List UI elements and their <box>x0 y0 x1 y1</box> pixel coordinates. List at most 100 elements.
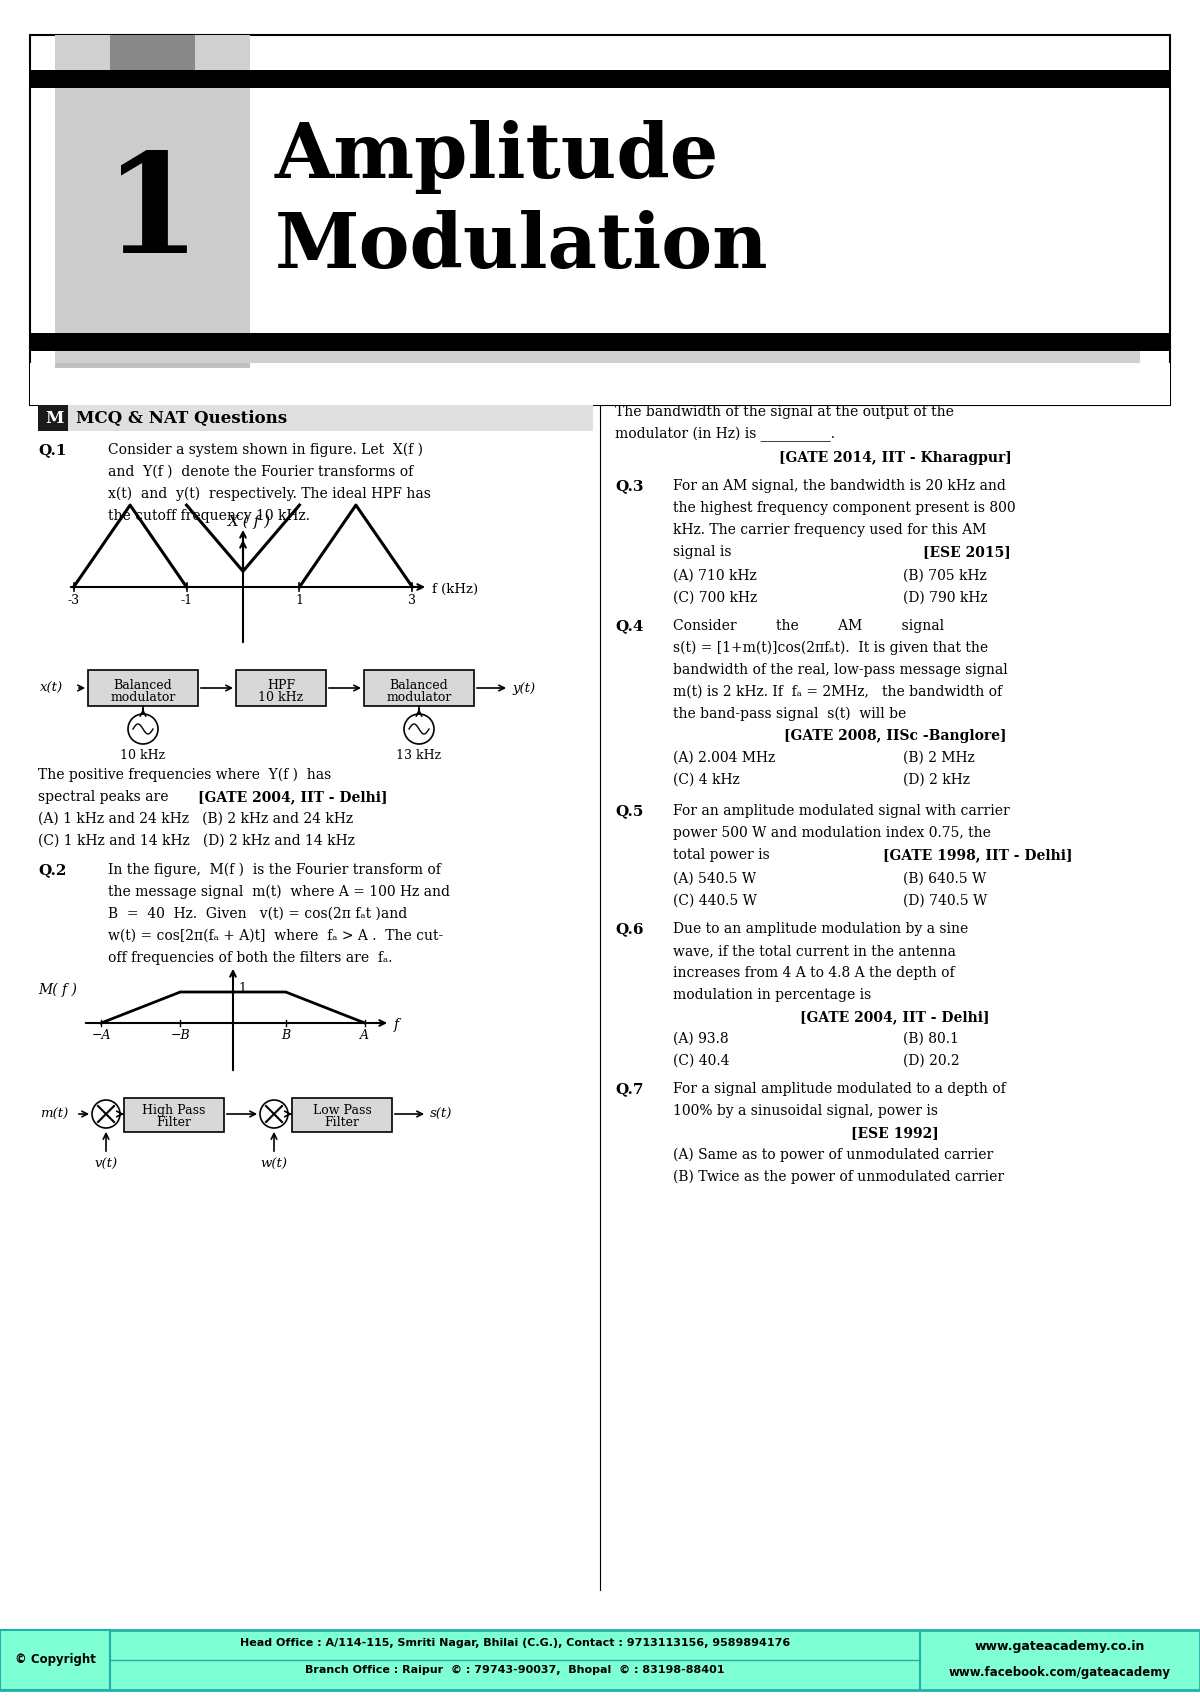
Text: (C) 40.4: (C) 40.4 <box>673 1054 730 1068</box>
Text: -1: -1 <box>180 594 193 606</box>
Bar <box>110 36 194 70</box>
Text: wave, if the total current in the antenna: wave, if the total current in the antenn… <box>673 944 956 958</box>
Text: [GATE 2004, IIT - Delhi]: [GATE 2004, IIT - Delhi] <box>198 790 388 803</box>
Text: bandwidth of the real, low-pass message signal: bandwidth of the real, low-pass message … <box>673 662 1008 678</box>
Text: For an AM signal, the bandwidth is 20 kHz and: For an AM signal, the bandwidth is 20 kH… <box>673 479 1006 492</box>
Text: off frequencies of both the filters are  fₐ.: off frequencies of both the filters are … <box>108 951 392 964</box>
Text: Balanced: Balanced <box>114 679 173 693</box>
Text: © Copyright: © Copyright <box>14 1654 96 1666</box>
Bar <box>292 1099 392 1133</box>
Text: 10 kHz: 10 kHz <box>258 691 304 705</box>
Text: Filter: Filter <box>324 1116 360 1129</box>
Text: A: A <box>360 1029 370 1043</box>
Text: (D) 2 kHz: (D) 2 kHz <box>904 773 970 786</box>
Text: M( f ): M( f ) <box>38 983 77 997</box>
Text: Consider         the         AM         signal: Consider the AM signal <box>673 620 944 633</box>
Text: s(t) = [1+m(t)]cos(2πfₐt).  It is given that the: s(t) = [1+m(t)]cos(2πfₐt). It is given t… <box>673 642 988 655</box>
Text: Q.7: Q.7 <box>616 1082 643 1095</box>
Text: High Pass: High Pass <box>143 1104 205 1117</box>
Text: (B) 2 MHz: (B) 2 MHz <box>904 751 974 766</box>
Text: (A) 540.5 W: (A) 540.5 W <box>673 873 756 886</box>
Text: the highest frequency component present is 800: the highest frequency component present … <box>673 501 1015 514</box>
Text: w(t) = cos[2π(fₐ + A)t]  where  fₐ > A .  The cut-: w(t) = cos[2π(fₐ + A)t] where fₐ > A . T… <box>108 929 443 942</box>
Text: (C) 1 kHz and 14 kHz   (D) 2 kHz and 14 kHz: (C) 1 kHz and 14 kHz (D) 2 kHz and 14 kH… <box>38 834 355 847</box>
Circle shape <box>92 1100 120 1127</box>
Text: The bandwidth of the signal at the output of the: The bandwidth of the signal at the outpu… <box>616 406 954 419</box>
Text: (B) 640.5 W: (B) 640.5 W <box>904 873 986 886</box>
Bar <box>30 333 1170 351</box>
Bar <box>124 1099 224 1133</box>
Text: (A) Same as to power of unmodulated carrier: (A) Same as to power of unmodulated carr… <box>673 1148 994 1163</box>
Bar <box>364 671 474 706</box>
Bar <box>55 351 1140 363</box>
Text: spectral peaks are: spectral peaks are <box>38 790 168 803</box>
Text: modulation in percentage is: modulation in percentage is <box>673 988 871 1002</box>
Text: www.facebook.com/gateacademy: www.facebook.com/gateacademy <box>949 1666 1171 1679</box>
Text: B: B <box>281 1029 290 1043</box>
Bar <box>30 363 1170 406</box>
Bar <box>38 406 593 431</box>
Circle shape <box>128 713 158 744</box>
Text: y(t): y(t) <box>512 681 535 694</box>
Text: Q.2: Q.2 <box>38 863 66 876</box>
Text: 3: 3 <box>408 594 416 606</box>
Text: x(t)  and  y(t)  respectively. The ideal HPF has: x(t) and y(t) respectively. The ideal HP… <box>108 487 431 501</box>
Text: (A) 93.8: (A) 93.8 <box>673 1032 728 1046</box>
Text: [GATE 2004, IIT - Delhi]: [GATE 2004, IIT - Delhi] <box>800 1010 990 1024</box>
Text: f (kHz): f (kHz) <box>432 582 478 596</box>
Text: (C) 440.5 W: (C) 440.5 W <box>673 895 757 908</box>
Text: kHz. The carrier frequency used for this AM: kHz. The carrier frequency used for this… <box>673 523 986 537</box>
Text: The positive frequencies where  Y(f )  has: The positive frequencies where Y(f ) has <box>38 767 331 783</box>
Text: (C) 4 kHz: (C) 4 kHz <box>673 773 739 786</box>
Text: Balanced: Balanced <box>390 679 449 693</box>
Bar <box>55 88 250 333</box>
Bar <box>0 1630 110 1690</box>
Text: modulator: modulator <box>110 691 175 705</box>
Text: modulator (in Hz) is __________.: modulator (in Hz) is __________. <box>616 426 835 441</box>
Text: (D) 790 kHz: (D) 790 kHz <box>904 591 988 604</box>
Text: Low Pass: Low Pass <box>313 1104 371 1117</box>
Text: (C) 700 kHz: (C) 700 kHz <box>673 591 757 604</box>
Bar <box>88 671 198 706</box>
Circle shape <box>260 1100 288 1127</box>
Text: Modulation: Modulation <box>275 211 769 284</box>
Text: (A) 1 kHz and 24 kHz   (B) 2 kHz and 24 kHz: (A) 1 kHz and 24 kHz (B) 2 kHz and 24 kH… <box>38 812 353 825</box>
Text: v(t): v(t) <box>95 1158 118 1172</box>
Text: the cutoff frequency 10 kHz.: the cutoff frequency 10 kHz. <box>108 509 310 523</box>
Text: power 500 W and modulation index 0.75, the: power 500 W and modulation index 0.75, t… <box>673 825 991 841</box>
Text: 1: 1 <box>295 594 304 606</box>
Text: Consider a system shown in figure. Let  X(f ): Consider a system shown in figure. Let X… <box>108 443 424 457</box>
Text: w(t): w(t) <box>260 1158 288 1172</box>
Bar <box>55 88 250 368</box>
Bar <box>38 406 68 431</box>
Text: (D) 740.5 W: (D) 740.5 W <box>904 895 988 908</box>
Text: Branch Office : Raipur  © : 79743-90037,  Bhopal  © : 83198-88401: Branch Office : Raipur © : 79743-90037, … <box>305 1666 725 1676</box>
Text: M: M <box>46 409 64 426</box>
Text: modulator: modulator <box>386 691 451 705</box>
Text: For a signal amplitude modulated to a depth of: For a signal amplitude modulated to a de… <box>673 1082 1006 1095</box>
Text: 100% by a sinusoidal signal, power is: 100% by a sinusoidal signal, power is <box>673 1104 938 1117</box>
Text: −A: −A <box>91 1029 110 1043</box>
Text: HPF: HPF <box>266 679 295 693</box>
Bar <box>55 36 250 70</box>
Text: Q.3: Q.3 <box>616 479 643 492</box>
Circle shape <box>404 713 434 744</box>
Text: Q.5: Q.5 <box>616 803 643 818</box>
Text: -3: -3 <box>67 594 79 606</box>
Text: MCQ & NAT Questions: MCQ & NAT Questions <box>76 409 287 426</box>
Text: the band-pass signal  s(t)  will be: the band-pass signal s(t) will be <box>673 706 906 722</box>
Text: In the figure,  M(f )  is the Fourier transform of: In the figure, M(f ) is the Fourier tran… <box>108 863 440 878</box>
Text: m(t) is 2 kHz. If  fₐ = 2MHz,   the bandwidth of: m(t) is 2 kHz. If fₐ = 2MHz, the bandwid… <box>673 684 1002 700</box>
Bar <box>30 36 1170 406</box>
Text: Q.4: Q.4 <box>616 620 643 633</box>
Text: m(t): m(t) <box>40 1107 68 1121</box>
Text: total power is: total power is <box>673 847 769 863</box>
Text: (B) Twice as the power of unmodulated carrier: (B) Twice as the power of unmodulated ca… <box>673 1170 1004 1185</box>
Text: Q.1: Q.1 <box>38 443 66 457</box>
Text: 13 kHz: 13 kHz <box>396 749 442 762</box>
Text: Q.6: Q.6 <box>616 922 643 936</box>
Text: (A) 2.004 MHz: (A) 2.004 MHz <box>673 751 775 766</box>
Text: −B: −B <box>170 1029 190 1043</box>
Text: and  Y(f )  denote the Fourier transforms of: and Y(f ) denote the Fourier transforms … <box>108 465 413 479</box>
Text: B  =  40  Hz.  Given   v(t) = cos(2π fₐt )and: B = 40 Hz. Given v(t) = cos(2π fₐt )and <box>108 907 407 920</box>
